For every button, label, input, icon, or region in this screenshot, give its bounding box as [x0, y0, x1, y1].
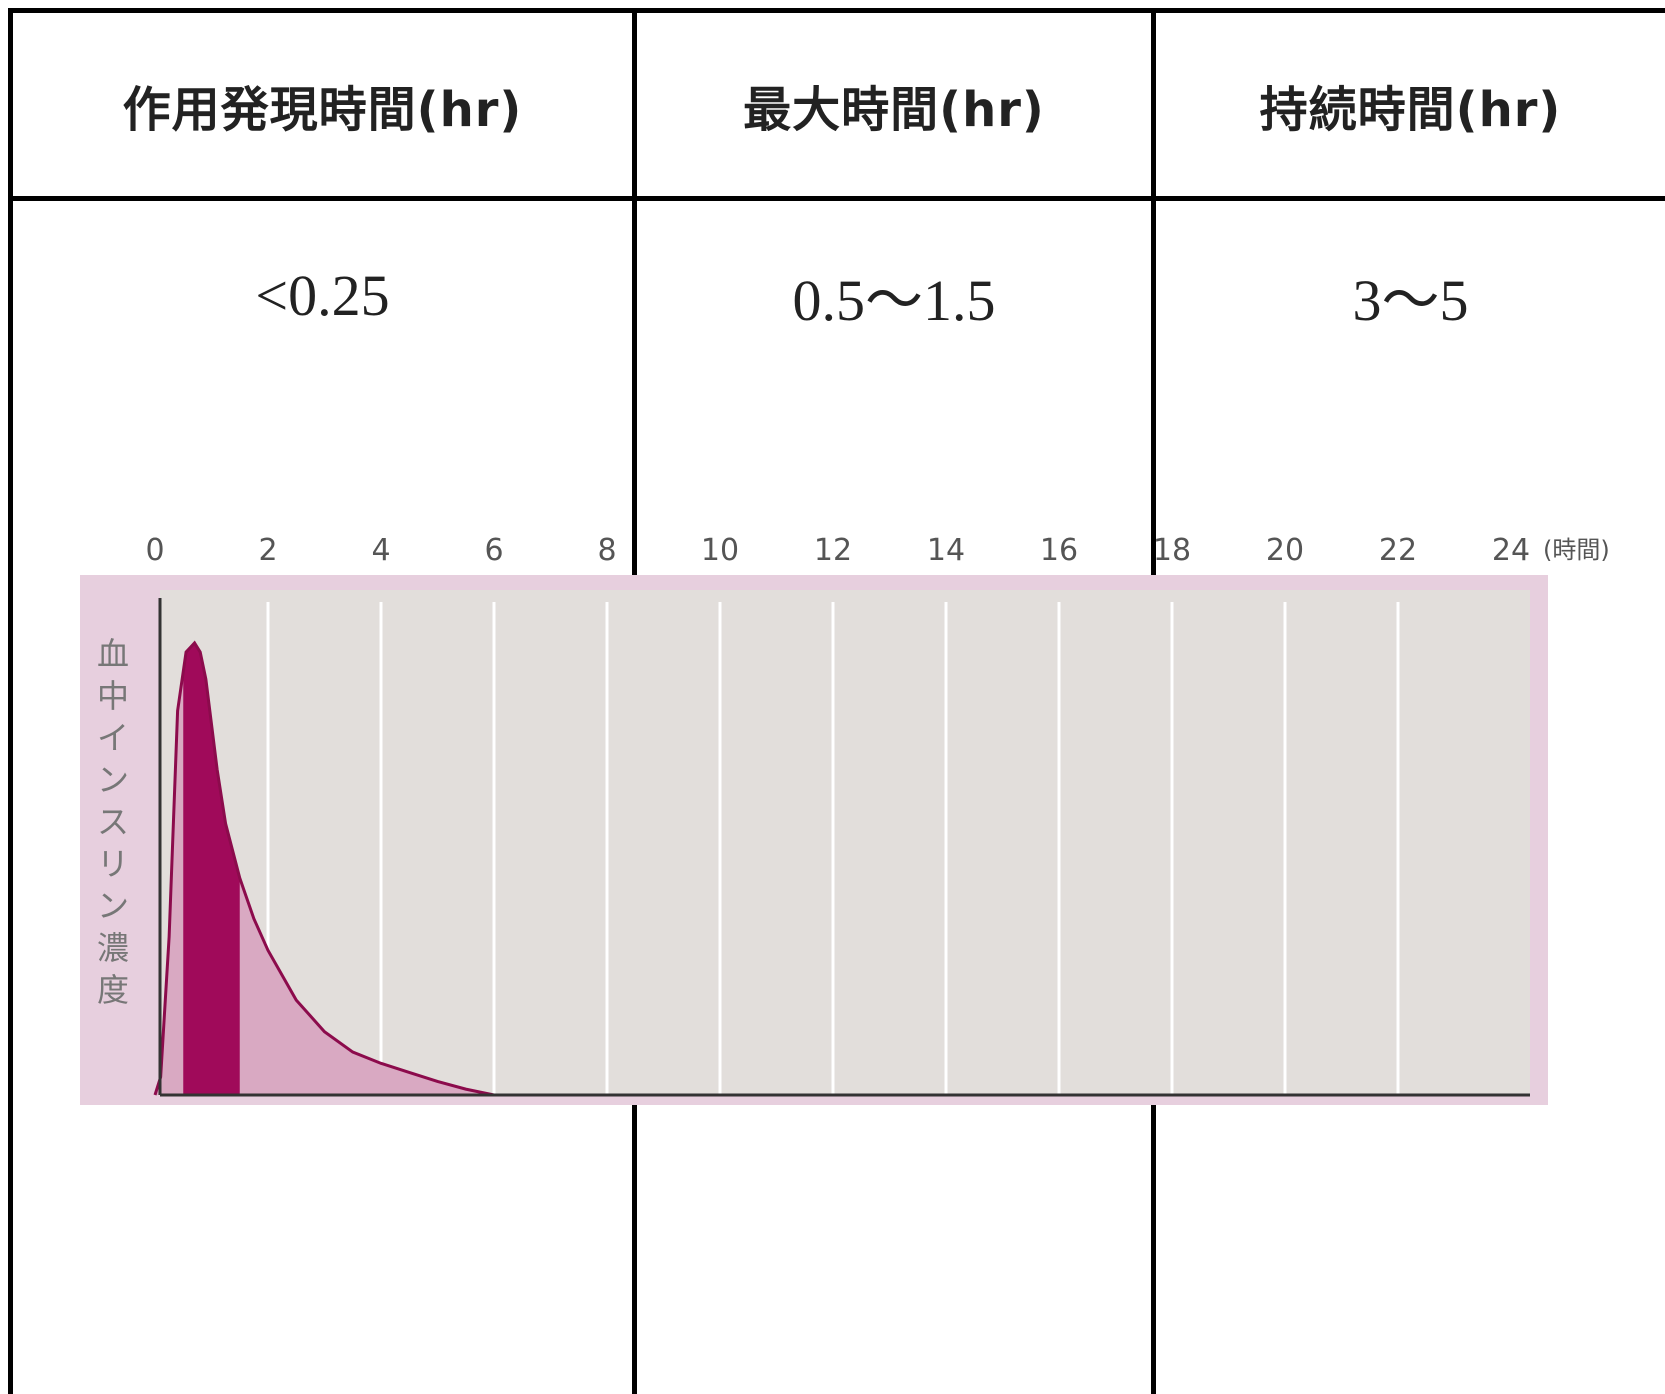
x-tick-label: 4: [371, 533, 390, 568]
x-tick-label: 2: [258, 533, 277, 568]
value-onset-time: <0.25: [255, 262, 390, 328]
x-tick-label: 16: [1040, 533, 1078, 568]
x-tick-label: 18: [1153, 533, 1191, 568]
y-axis-label-char: リ: [97, 845, 129, 883]
x-tick-label: 20: [1266, 533, 1304, 568]
y-axis-label-char: 血: [97, 635, 129, 673]
x-unit-label: (時間): [1543, 536, 1610, 564]
x-tick-label: 24: [1492, 533, 1530, 568]
header-duration: 持続時間(hr): [1259, 81, 1562, 138]
x-tick-label: 14: [927, 533, 965, 568]
header-peak-time: 最大時間(hr): [743, 81, 1045, 138]
y-axis-label-char: ン: [97, 761, 129, 799]
curve-line: [153, 640, 495, 1097]
value-peak-time: 0.5～1.5: [792, 268, 996, 333]
y-axis-label-char: 度: [97, 971, 129, 1009]
y-axis-label-char: 中: [97, 677, 129, 715]
x-tick-label: 12: [814, 533, 852, 568]
x-tick-label: 22: [1379, 533, 1417, 568]
table-left-border: [8, 8, 13, 1394]
header-onset-time: 作用発現時間(hr): [122, 81, 523, 138]
table-top-border: [8, 8, 1665, 13]
y-axis-label-char: ン: [97, 887, 129, 925]
x-tick-label: 0: [145, 533, 164, 568]
table-header-divider: [8, 196, 1665, 201]
x-tick-label: 10: [701, 533, 739, 568]
y-axis-label-char: 濃: [97, 929, 129, 967]
x-tick-label: 6: [484, 533, 503, 568]
y-axis-label-char: イ: [97, 719, 129, 757]
plot-area: [160, 590, 1530, 1095]
peak-range-highlight: [183, 643, 240, 1095]
x-tick-label: 8: [597, 533, 616, 568]
value-duration: 3～5: [1352, 268, 1469, 333]
y-axis-label-char: ス: [97, 803, 129, 841]
